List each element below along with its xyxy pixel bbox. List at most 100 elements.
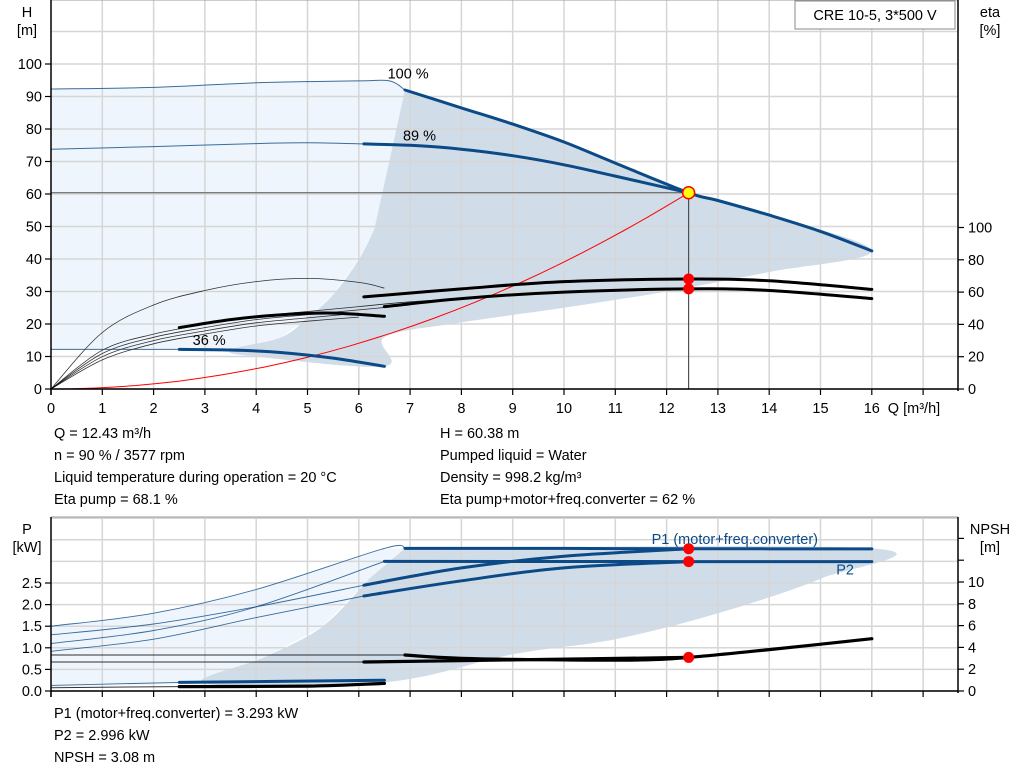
info-right-column: H = 60.38 m Pumped liquid = Water Densit… — [440, 423, 695, 511]
top-y-tick-label-right: 60 — [968, 285, 984, 301]
x-tick-label: 14 — [761, 401, 777, 417]
top-y-tick-label-right: 80 — [968, 253, 984, 269]
top-y-tick-label-left: 40 — [26, 252, 42, 268]
eta-total-duty-marker — [683, 283, 695, 295]
x-tick-label: 11 — [608, 401, 623, 417]
top-y-tick-label-left: 80 — [26, 122, 42, 138]
top-y-tick-label-left: 60 — [26, 187, 42, 203]
x-tick-label: 6 — [355, 401, 363, 417]
extended-operating-area — [51, 80, 405, 390]
npsh-duty-marker — [683, 651, 695, 663]
curve-label: 89 % — [403, 128, 436, 144]
p2-duty-marker — [683, 556, 695, 568]
power-curve-thin — [50, 584, 364, 636]
x-tick-label: 4 — [252, 401, 260, 417]
info-head: H = 60.38 m — [440, 426, 520, 442]
title-box — [794, 0, 956, 30]
top-y-tick-label-right: 100 — [968, 221, 992, 237]
bottom-y-tick-label-left: 0.5 — [22, 662, 42, 678]
x-tick-label: 13 — [710, 401, 726, 417]
curve-label: 36 % — [193, 333, 226, 349]
top-y-label-left: H — [22, 5, 32, 21]
bottom-y-unit-right: [m] — [980, 540, 1000, 556]
bottom-y-label-right: NPSH — [970, 522, 1010, 538]
bottom-y-tick-label-left: 1.5 — [22, 619, 42, 635]
efficiency-curve-thin — [50, 316, 359, 390]
npsh-curve — [177, 681, 386, 689]
head-curve — [362, 142, 691, 195]
efficiency-curve — [362, 277, 874, 299]
efficiency-curve — [177, 311, 386, 330]
x-tick-label: 5 — [303, 401, 311, 417]
bottom-y-tick-label-left: 2.0 — [22, 598, 42, 614]
efficiency-curve-thin — [50, 304, 411, 390]
power-curve-thin — [50, 544, 406, 627]
npsh-curve — [403, 637, 874, 662]
info-bottom: P1 (motor+freq.converter) = 3.293 kW P2 … — [54, 703, 298, 769]
efficiency-curve-thin — [50, 277, 385, 390]
top-y-tick-label-left: 10 — [26, 350, 42, 366]
head-curve — [403, 88, 874, 253]
operating-area — [201, 546, 897, 687]
info-p1: P1 (motor+freq.converter) = 3.293 kW — [54, 706, 299, 722]
curve-label: 100 % — [388, 67, 429, 83]
x-tick-label: 8 — [457, 401, 465, 417]
bottom-y-tick-label-right: 0 — [968, 684, 976, 700]
top-y-tick-label-left: 30 — [26, 285, 42, 301]
bottom-y-tick-label-right: 4 — [968, 640, 976, 656]
curve-label: P1 (motor+freq.converter) — [652, 532, 818, 548]
x-tick-label: 0 — [47, 401, 55, 417]
power-curve-thin — [50, 595, 364, 652]
info-pumped-liquid: Pumped liquid = Water — [440, 448, 587, 464]
info-left-column: Q = 12.43 m³/h n = 90 % / 3577 rpm Liqui… — [54, 423, 337, 511]
top-y-unit-left: [m] — [17, 23, 37, 39]
info-eta-total: Eta pump+motor+freq.converter = 62 % — [440, 492, 696, 508]
top-y-tick-label-right: 40 — [968, 317, 984, 333]
head-curve-thin — [50, 142, 364, 150]
info-density: Density = 998.2 kg/m³ — [440, 470, 582, 486]
top-y-tick-label-left: 100 — [18, 57, 42, 73]
x-tick-label: 10 — [556, 401, 572, 417]
top-y-tick-label-right: 0 — [968, 382, 976, 398]
power-curve — [177, 678, 386, 684]
x-tick-label: 7 — [406, 401, 414, 417]
bottom-y-tick-label-right: 6 — [968, 619, 976, 635]
power-curve-thin — [50, 560, 385, 644]
x-tick-label: 16 — [864, 401, 880, 417]
chart-title: CRE 10-5, 3*500 V — [813, 8, 937, 24]
head-curve — [177, 347, 386, 368]
x-tick-label: 12 — [659, 401, 675, 417]
top-y-tick-label-left: 70 — [26, 155, 42, 171]
npsh-curve-thin — [50, 686, 180, 689]
efficiency-curve-thin — [50, 312, 359, 390]
x-axis-label: Q [m³/h] — [888, 401, 940, 417]
top-y-label-right: eta — [980, 5, 1001, 21]
bottom-y-tick-label-right: 8 — [968, 597, 976, 613]
top-y-unit-right: [%] — [980, 23, 1001, 39]
bottom-y-tick-label-left: 1.0 — [22, 641, 42, 657]
bottom-y-tick-label-right: 2 — [968, 662, 976, 678]
x-tick-label: 9 — [509, 401, 517, 417]
top-y-tick-label-right: 20 — [968, 350, 984, 366]
operating-area — [229, 90, 872, 367]
npsh-curve — [362, 655, 691, 664]
power-npsh-chart: P1 (motor+freq.converter)P20.00.51.01.52… — [13, 516, 1010, 700]
top-y-tick-label-left: 50 — [26, 220, 42, 236]
info-flow: Q = 12.43 m³/h — [54, 426, 152, 442]
x-tick-label: 1 — [98, 401, 106, 417]
p1-duty-marker — [683, 543, 695, 555]
bottom-y-tick-label-left: 0.0 — [22, 684, 42, 700]
head-efficiency-chart: 100 %89 %36 %010203040506070809010002040… — [17, 0, 1001, 417]
info-eta-pump: Eta pump = 68.1 % — [54, 492, 178, 508]
duty-point-marker — [681, 186, 696, 200]
info-p2: P2 = 2.996 kW — [54, 728, 150, 744]
top-y-tick-label-left: 90 — [26, 90, 42, 106]
x-tick-label: 3 — [201, 401, 209, 417]
head-curve-thin — [50, 79, 406, 91]
info-speed: n = 90 % / 3577 rpm — [54, 448, 185, 464]
curve-label: P2 — [836, 562, 854, 578]
bottom-y-tick-label-left: 2.5 — [22, 576, 42, 592]
power-curve-thin — [50, 681, 180, 686]
bottom-y-label-left: P — [22, 522, 32, 538]
